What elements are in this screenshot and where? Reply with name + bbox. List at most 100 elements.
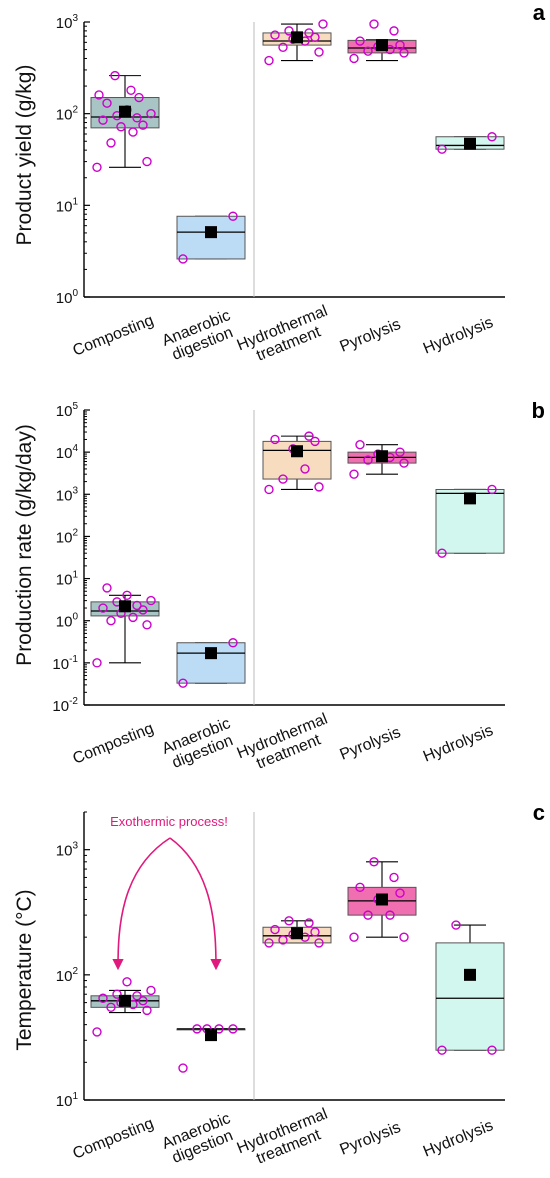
- data-point: [304, 918, 314, 928]
- category-label-line: Pyrolysis: [337, 316, 403, 356]
- panel-a-letter: a: [533, 0, 546, 25]
- y-tick-label: 10-1: [52, 654, 78, 673]
- data-point: [300, 464, 310, 474]
- x-category-label: Anaerobicdigestion: [160, 1110, 239, 1168]
- data-point: [146, 595, 156, 606]
- data-point: [369, 857, 379, 867]
- data-point: [284, 916, 294, 926]
- x-category-label: Hydrothermaltreatment: [235, 1106, 337, 1173]
- category-label-line: Composting: [71, 312, 157, 360]
- panel-b-y-axis-label: Production rate (g/kg/day): [13, 424, 36, 666]
- data-point: [399, 932, 409, 942]
- data-point: [399, 458, 409, 468]
- panel-c-y-axis-label: Temperature (°C): [13, 889, 36, 1050]
- data-point: [116, 122, 126, 132]
- data-point: [146, 108, 156, 119]
- mean-marker: [291, 445, 303, 458]
- data-point: [228, 638, 238, 648]
- data-point: [363, 910, 373, 920]
- category-label-line: Composting: [71, 720, 157, 768]
- annotation-arrow-anaerobic: [169, 837, 222, 971]
- data-point: [389, 872, 399, 883]
- data-point: [355, 882, 365, 893]
- data-point: [264, 55, 274, 66]
- data-point: [98, 603, 108, 613]
- data-point: [314, 482, 324, 492]
- y-tick-label: 103: [56, 485, 79, 504]
- y-tick-label: 105: [56, 401, 79, 420]
- data-point: [110, 70, 120, 81]
- data-point: [487, 132, 497, 142]
- data-point: [214, 1024, 224, 1034]
- y-tick-label: 102: [56, 966, 79, 985]
- x-category-label: Pyrolysis: [337, 1119, 403, 1159]
- data-point: [132, 113, 142, 123]
- data-point: [264, 484, 274, 495]
- data-point: [318, 19, 328, 29]
- data-point: [126, 85, 136, 95]
- data-point: [363, 455, 373, 465]
- category-label-line: Hydrolysis: [421, 1117, 496, 1160]
- data-point: [122, 977, 132, 987]
- data-point: [349, 469, 359, 479]
- data-point: [270, 924, 280, 935]
- y-tick-label: 101: [56, 196, 79, 215]
- data-point: [102, 583, 112, 593]
- data-point: [142, 156, 152, 167]
- data-point: [128, 612, 138, 623]
- panel-a-plot: 100 101 102 103 Composting Anaerobicdigestion…: [56, 13, 505, 365]
- mean-marker: [464, 968, 476, 981]
- y-tick-label: 10-2: [52, 696, 78, 715]
- annotation-arrow-composting: [112, 837, 171, 971]
- data-point: [122, 590, 132, 601]
- panel-a-y-axis-label: Product yield (g/kg): [13, 65, 36, 246]
- data-point: [385, 910, 395, 920]
- x-category-label: Composting: [71, 312, 157, 360]
- mean-marker: [464, 137, 476, 150]
- data-point: [487, 1045, 497, 1055]
- data-point: [138, 996, 148, 1006]
- y-tick-label: 103: [56, 841, 79, 860]
- data-point: [132, 991, 142, 1001]
- data-point: [106, 1002, 116, 1013]
- data-point: [363, 46, 373, 56]
- y-tick-label: 102: [56, 527, 79, 546]
- mean-marker: [205, 1029, 217, 1042]
- data-point: [395, 40, 405, 50]
- box-iqr: [176, 215, 246, 260]
- data-point: [142, 620, 152, 630]
- data-point: [106, 138, 116, 148]
- y-tick-label: 101: [56, 570, 79, 589]
- box-iqr: [435, 488, 505, 554]
- mean-marker: [205, 226, 217, 239]
- data-point: [395, 447, 405, 457]
- data-point: [134, 92, 144, 103]
- x-category-label: Hydrothermaltreatment: [235, 711, 337, 778]
- data-point: [112, 989, 122, 999]
- data-point: [178, 678, 188, 688]
- data-point: [355, 36, 365, 46]
- data-point: [487, 484, 497, 495]
- x-category-label: Hydrolysis: [421, 314, 496, 357]
- data-point: [355, 440, 365, 450]
- data-point: [146, 985, 156, 996]
- x-category-label: Composting: [71, 720, 157, 768]
- data-point: [102, 98, 112, 108]
- data-point: [437, 1045, 447, 1055]
- mean-marker: [464, 492, 476, 505]
- category-label-line: Composting: [71, 1115, 157, 1163]
- mean-marker: [291, 31, 303, 44]
- data-point: [278, 474, 288, 484]
- y-tick-label: 103: [56, 13, 79, 32]
- mean-marker: [376, 893, 388, 906]
- data-point: [264, 938, 274, 948]
- data-point: [142, 1005, 152, 1016]
- mean-marker: [205, 647, 217, 660]
- x-category-label: Anaerobicdigestion: [160, 307, 239, 365]
- x-category-label: Hydrolysis: [421, 722, 496, 765]
- panel-b-plot: 10-2 10-1 100 101 102 103 104 105 Composting Anae…: [52, 401, 505, 778]
- data-point: [270, 30, 280, 40]
- category-label-line: Hydrolysis: [421, 314, 496, 357]
